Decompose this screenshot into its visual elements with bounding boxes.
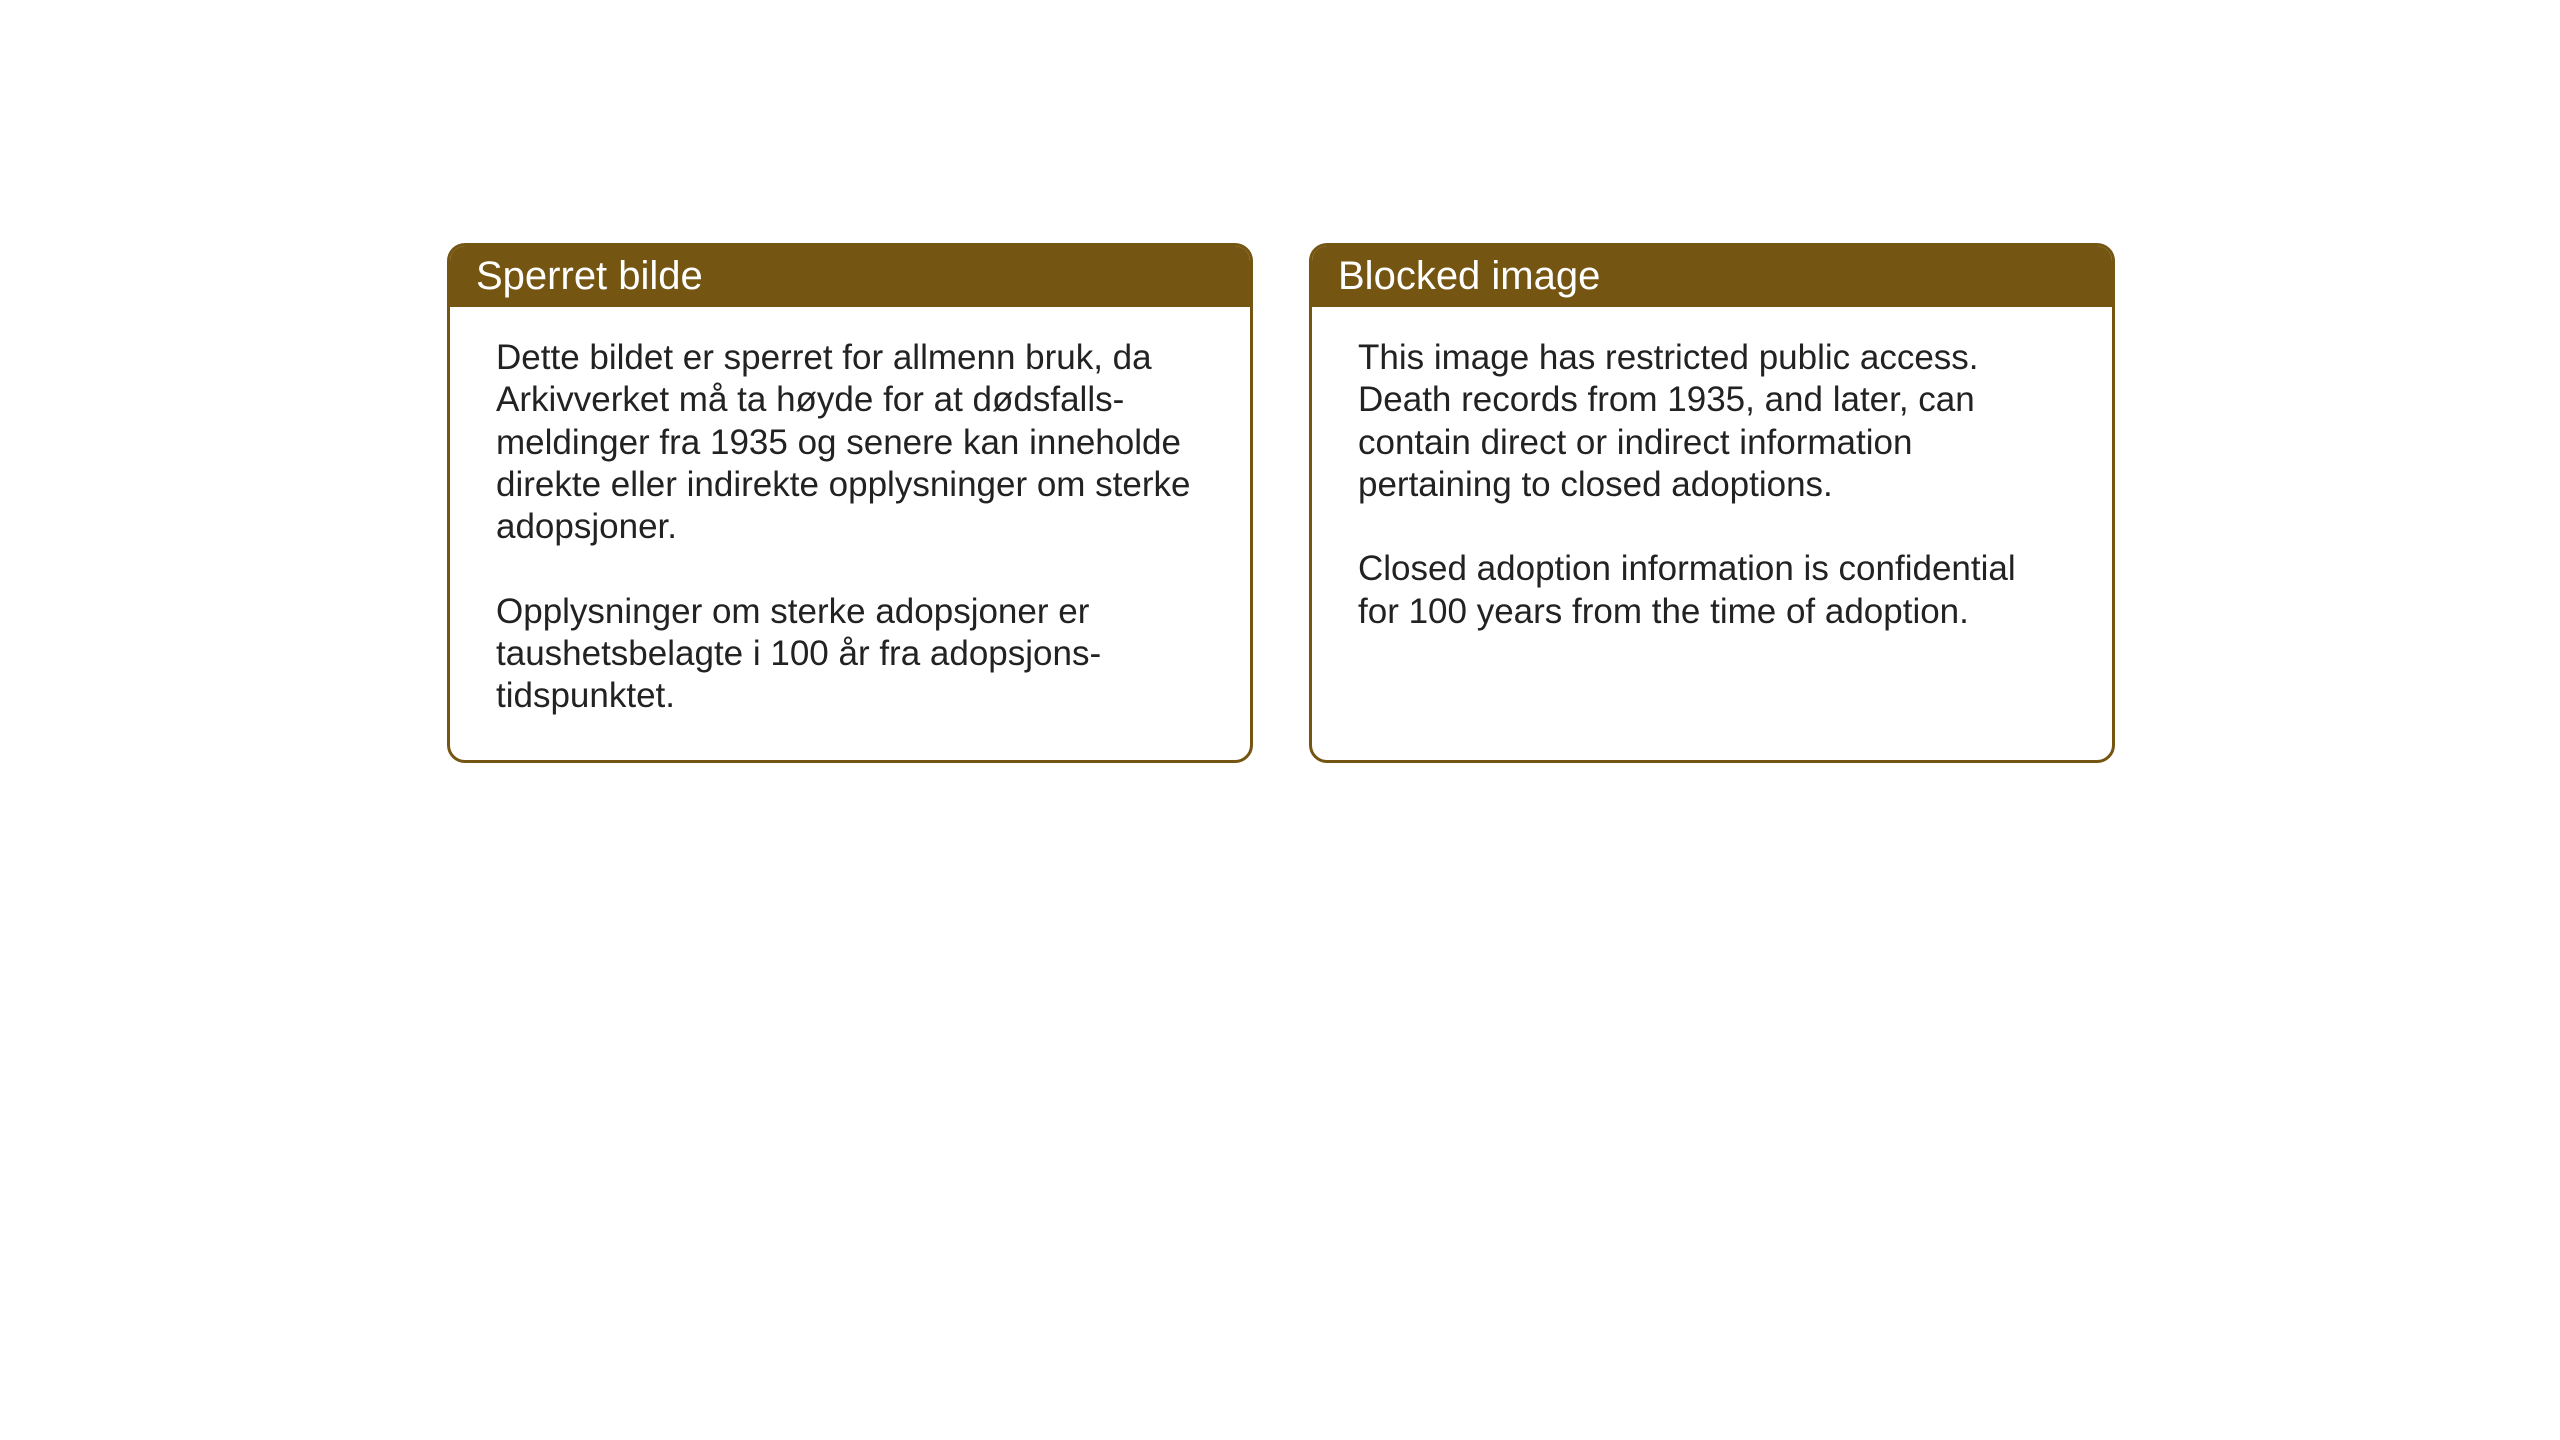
cards-container: Sperret bilde Dette bildet er sperret fo… <box>447 243 2115 763</box>
english-paragraph-1: This image has restricted public access.… <box>1358 337 2066 506</box>
norwegian-paragraph-1: Dette bildet er sperret for allmenn bruk… <box>496 337 1204 549</box>
norwegian-card: Sperret bilde Dette bildet er sperret fo… <box>447 243 1253 763</box>
norwegian-card-header: Sperret bilde <box>450 246 1250 307</box>
norwegian-paragraph-2: Opplysninger om sterke adopsjoner er tau… <box>496 591 1204 718</box>
norwegian-card-title: Sperret bilde <box>476 254 703 298</box>
norwegian-card-body: Dette bildet er sperret for allmenn bruk… <box>450 307 1250 760</box>
english-card-title: Blocked image <box>1338 254 1600 298</box>
english-card-header: Blocked image <box>1312 246 2112 307</box>
english-paragraph-2: Closed adoption information is confident… <box>1358 548 2066 633</box>
english-card: Blocked image This image has restricted … <box>1309 243 2115 763</box>
english-card-body: This image has restricted public access.… <box>1312 307 2112 675</box>
